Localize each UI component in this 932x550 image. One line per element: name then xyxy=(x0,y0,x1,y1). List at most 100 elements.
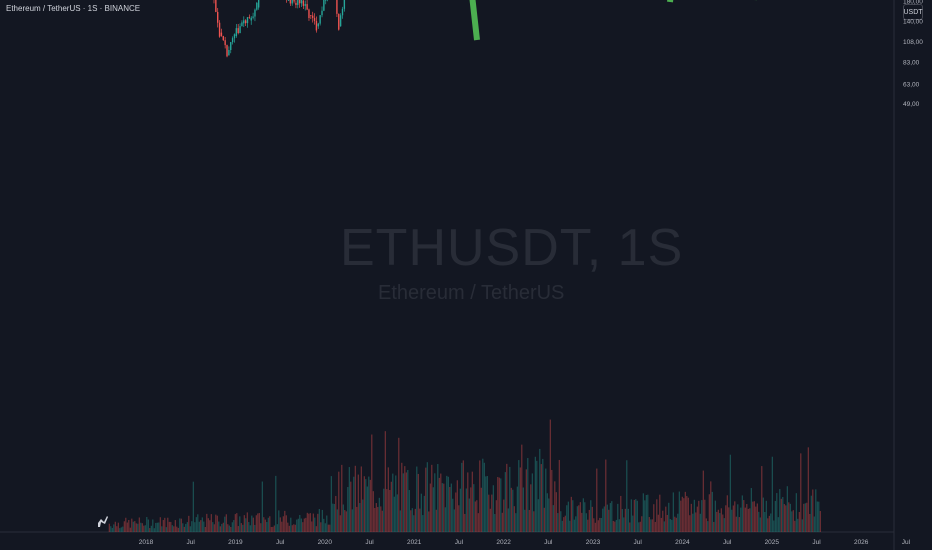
volume-bar xyxy=(282,516,284,532)
volume-bar xyxy=(702,470,704,532)
volume-bar xyxy=(209,520,211,532)
volume-bar xyxy=(785,505,787,532)
volume-bar xyxy=(677,513,679,532)
volume-bar xyxy=(360,466,362,532)
volume-bar xyxy=(353,476,355,532)
volume-bar xyxy=(581,512,583,532)
volume-bar xyxy=(476,500,478,532)
volume-bar xyxy=(654,521,656,532)
volume-bar xyxy=(471,471,473,532)
volume-bar xyxy=(656,499,658,532)
volume-bar xyxy=(579,502,581,532)
volume-bar xyxy=(138,517,140,532)
volume-bar xyxy=(129,527,131,532)
volume-bar xyxy=(402,473,404,532)
volume-bar xyxy=(254,524,256,532)
currency-button[interactable]: USDT xyxy=(903,4,923,20)
volume-bar xyxy=(315,526,317,532)
volume-bar xyxy=(147,519,149,532)
candle-body xyxy=(300,0,303,4)
volume-bar xyxy=(725,505,727,532)
time-tick-label: Jul xyxy=(544,539,553,546)
volume-bar xyxy=(137,523,139,532)
candle-body xyxy=(298,0,301,4)
volume-bar xyxy=(486,476,488,532)
volume-bar xyxy=(779,489,781,532)
volume-bar xyxy=(224,516,226,532)
volume-bar xyxy=(309,513,311,532)
volume-bar xyxy=(215,514,217,532)
volume-bar xyxy=(717,509,719,532)
volume-bar xyxy=(252,517,254,532)
volume-bar xyxy=(330,476,332,532)
volume-bar xyxy=(744,507,746,532)
volume-bar xyxy=(453,509,455,532)
time-tick-label: 2022 xyxy=(496,539,511,546)
volume-bar xyxy=(621,509,623,532)
volume-bar xyxy=(756,503,758,532)
volume-bar xyxy=(270,526,272,532)
volume-bar xyxy=(182,523,184,532)
volume-bar xyxy=(399,510,401,532)
volume-bar xyxy=(377,506,379,532)
candle-body xyxy=(308,9,310,19)
volume-bar xyxy=(558,459,560,532)
time-tick-label: 2026 xyxy=(854,539,869,546)
candle-body xyxy=(291,0,293,4)
volume-bar xyxy=(426,462,428,532)
volume-bar xyxy=(552,505,554,532)
volume-bar xyxy=(752,501,754,532)
volume-bar xyxy=(617,503,619,532)
volume-bar xyxy=(123,521,125,532)
volume-bar xyxy=(219,526,221,532)
volume-bar xyxy=(245,518,247,532)
volume-bar xyxy=(264,519,266,532)
volume-bar xyxy=(350,481,352,532)
candle-body xyxy=(224,40,226,46)
candle-body xyxy=(306,4,308,10)
volume-bar xyxy=(714,500,716,532)
volume-bar xyxy=(761,466,763,532)
volume-bar xyxy=(159,517,161,532)
tradingview-logo-icon[interactable] xyxy=(96,514,110,528)
volume-bar xyxy=(231,522,233,532)
volume-bar xyxy=(731,509,733,532)
volume-bar xyxy=(479,460,481,532)
volume-bar xyxy=(293,524,295,532)
volume-bar xyxy=(659,494,661,532)
candle-body xyxy=(231,38,234,43)
volume-bar xyxy=(416,466,418,532)
volume-bar xyxy=(546,493,548,532)
volume-bar xyxy=(585,513,587,532)
volume-bar xyxy=(143,525,145,532)
volume-bar xyxy=(396,494,398,532)
price-tick-label: 83,00 xyxy=(903,60,920,67)
volume-bar xyxy=(368,476,370,532)
volume-bar xyxy=(431,464,433,532)
volume-bar xyxy=(695,512,697,532)
volume-bar xyxy=(741,495,743,532)
time-tick-label: 2018 xyxy=(139,539,154,546)
volume-bar xyxy=(710,481,712,532)
volume-bar xyxy=(369,479,371,532)
candle-body xyxy=(215,0,217,12)
volume-bar xyxy=(815,489,817,532)
volume-bar xyxy=(647,494,649,532)
volume-bar xyxy=(687,497,689,532)
volume-bar xyxy=(770,513,772,532)
volume-bar xyxy=(401,462,403,532)
volume-bar xyxy=(464,513,466,532)
volume-bar xyxy=(809,513,811,532)
volume-bar xyxy=(606,504,608,532)
volume-bar xyxy=(237,526,239,532)
volume-bar xyxy=(480,487,482,532)
volume-bar xyxy=(201,517,203,532)
volume-bar xyxy=(483,462,485,532)
volume-bar xyxy=(456,480,458,532)
volume-bar xyxy=(320,522,322,532)
volume-bar xyxy=(425,467,427,532)
volume-bar xyxy=(819,511,821,532)
volume-bar xyxy=(582,498,584,532)
volume-bar xyxy=(651,519,653,532)
